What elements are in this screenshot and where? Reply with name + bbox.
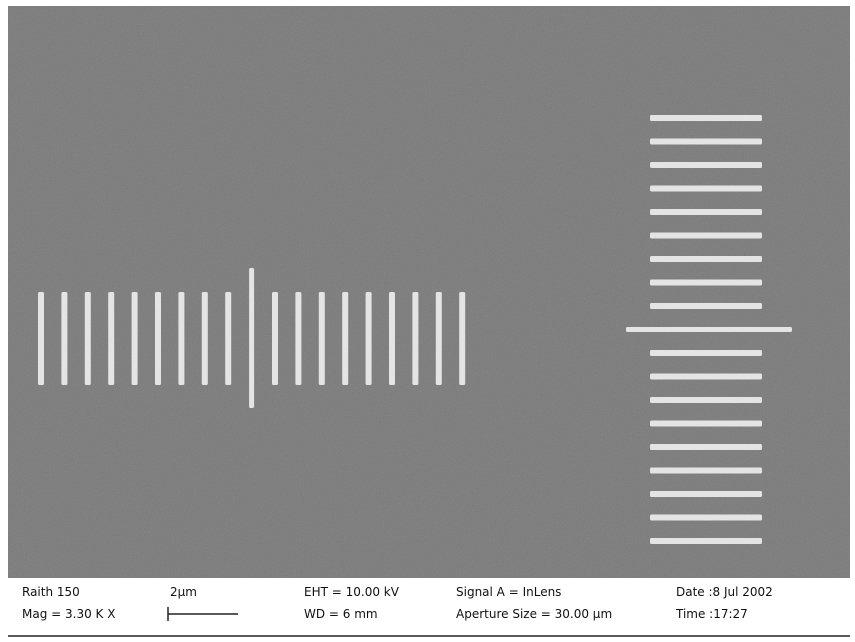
vertical-line	[295, 292, 302, 385]
horizontal-line	[650, 397, 762, 403]
vertical-line	[342, 292, 349, 385]
date: Date :8 Jul 2002	[676, 585, 773, 599]
horizontal-line	[650, 232, 762, 239]
scale-label: 2µm	[170, 585, 197, 599]
eht: EHT = 10.00 kV	[304, 585, 400, 599]
image-noise	[8, 6, 850, 578]
horizontal-line	[650, 138, 762, 145]
vertical-line	[84, 292, 91, 385]
horizontal-line	[650, 209, 762, 215]
signal: Signal A = InLens	[456, 585, 561, 599]
vertical-line	[389, 292, 395, 385]
vertical-center-line	[249, 268, 255, 408]
magnification: Mag = 3.30 K X	[22, 607, 115, 621]
vertical-line	[459, 292, 466, 385]
vertical-line	[131, 292, 138, 385]
vertical-line	[201, 292, 208, 385]
horizontal-line	[650, 514, 762, 521]
vertical-line	[61, 292, 68, 385]
horizontal-line	[650, 256, 762, 262]
aperture: Aperture Size = 30.00 µm	[456, 607, 612, 621]
vertical-line	[412, 292, 419, 385]
vertical-line	[155, 292, 161, 385]
horizontal-line	[650, 303, 762, 309]
vertical-line	[435, 292, 442, 385]
horizontal-line	[650, 420, 762, 427]
vertical-line	[108, 292, 115, 385]
vertical-line	[318, 292, 325, 385]
vertical-line	[225, 292, 232, 385]
horizontal-line	[650, 467, 762, 474]
horizontal-line	[650, 373, 762, 380]
horizontal-line	[650, 538, 762, 544]
vertical-line	[272, 292, 278, 385]
horizontal-line	[650, 115, 762, 121]
horizontal-line	[650, 350, 762, 356]
horizontal-center-line	[626, 327, 792, 332]
time: Time :17:27	[675, 607, 748, 621]
horizontal-line	[650, 444, 762, 450]
horizontal-line	[650, 162, 762, 168]
vertical-line	[38, 292, 44, 385]
horizontal-line	[650, 185, 762, 192]
test-pattern	[38, 115, 792, 544]
horizontal-line	[650, 491, 762, 497]
horizontal-line	[650, 279, 762, 286]
vertical-line	[178, 292, 185, 385]
vertical-line	[365, 292, 372, 385]
wd: WD = 6 mm	[304, 607, 378, 621]
instrument: Raith 150	[22, 585, 80, 599]
